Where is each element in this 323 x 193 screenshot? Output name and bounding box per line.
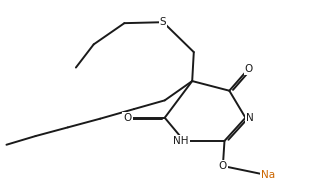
Text: O: O	[219, 161, 227, 171]
Text: NH: NH	[173, 136, 189, 146]
Text: S: S	[160, 17, 166, 27]
Text: O: O	[245, 63, 253, 74]
Text: N: N	[246, 113, 254, 123]
Text: Na: Na	[261, 170, 275, 180]
Text: O: O	[123, 113, 132, 123]
